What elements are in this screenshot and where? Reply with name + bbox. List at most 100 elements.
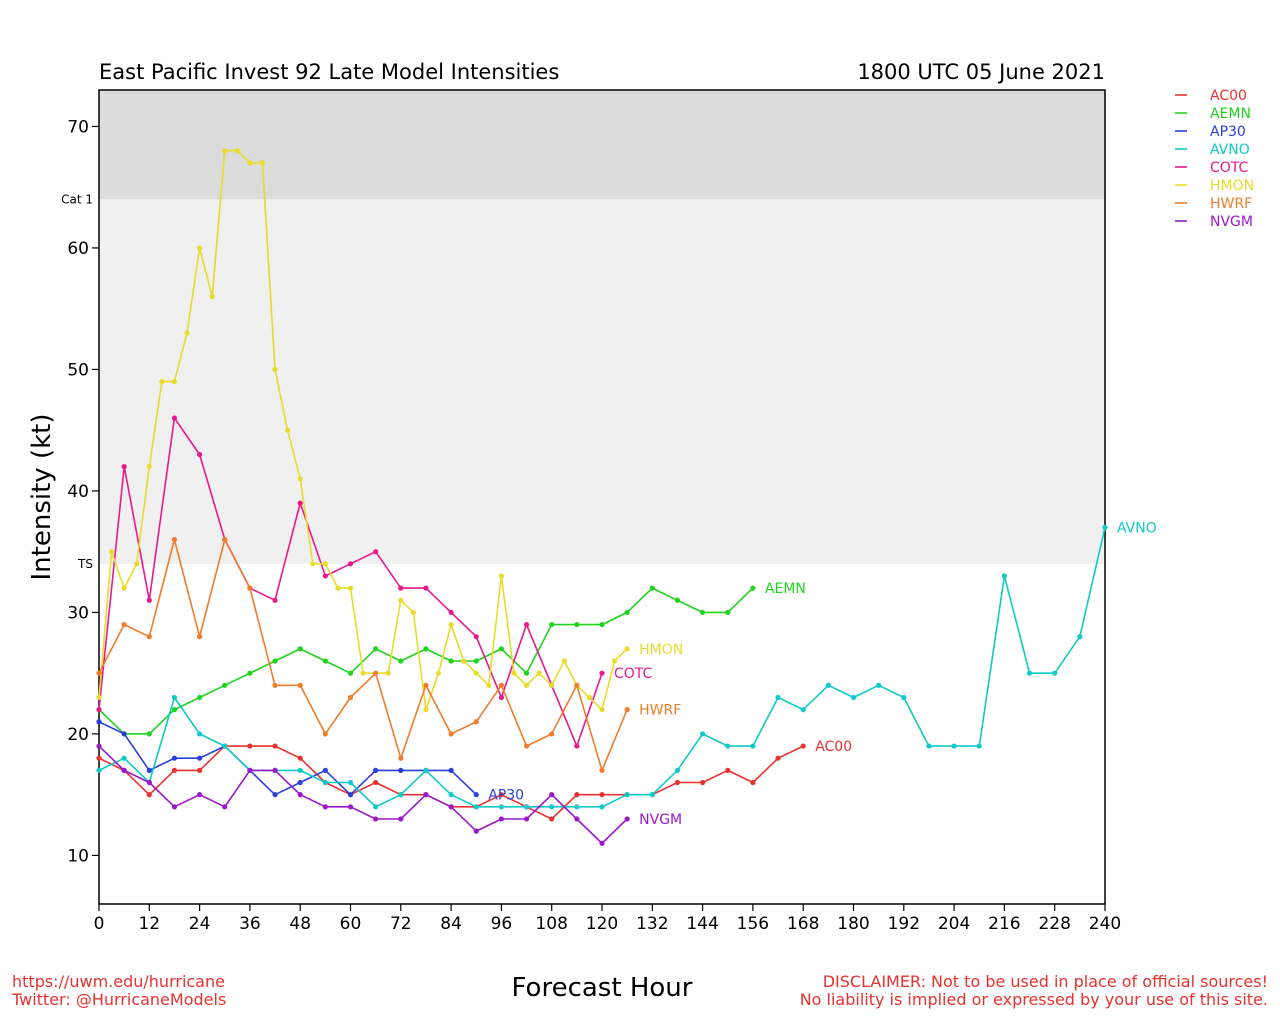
x-tick-label: 240 xyxy=(1089,914,1121,934)
data-point xyxy=(322,767,328,773)
data-point xyxy=(536,670,542,676)
x-tick-label: 156 xyxy=(737,914,769,934)
data-point xyxy=(272,792,278,798)
data-point xyxy=(197,245,203,251)
data-point xyxy=(574,816,580,822)
x-tick-label: 132 xyxy=(636,914,668,934)
data-point xyxy=(171,755,178,761)
data-point xyxy=(247,743,253,749)
data-point xyxy=(876,682,882,688)
data-point xyxy=(146,767,152,773)
data-point xyxy=(1102,524,1108,530)
data-point xyxy=(146,779,152,786)
data-point xyxy=(523,804,530,810)
data-point xyxy=(511,670,517,676)
data-point xyxy=(498,694,504,701)
data-point xyxy=(96,755,102,761)
data-point xyxy=(674,779,681,786)
data-point xyxy=(335,585,341,591)
data-point xyxy=(398,792,404,798)
data-point xyxy=(146,464,152,470)
data-point xyxy=(398,597,404,603)
data-point xyxy=(599,707,605,713)
data-point xyxy=(297,755,303,761)
x-tick-label: 180 xyxy=(837,914,869,934)
data-point xyxy=(347,585,354,591)
data-point xyxy=(398,816,404,822)
data-point xyxy=(197,634,203,640)
data-point xyxy=(171,378,178,385)
y-tick-label: 50 xyxy=(67,360,89,380)
data-point xyxy=(96,707,102,713)
data-point xyxy=(171,536,178,543)
data-point xyxy=(121,464,127,470)
data-point xyxy=(901,694,907,701)
series-aemn xyxy=(96,585,756,737)
data-point xyxy=(700,609,706,616)
data-point xyxy=(398,585,404,591)
series-end-label-ap30: AP30 xyxy=(488,788,524,804)
data-point xyxy=(800,707,806,713)
x-tick-label: 108 xyxy=(535,914,567,934)
data-point xyxy=(373,670,379,676)
data-point xyxy=(599,670,605,676)
y-tick-label: 40 xyxy=(67,482,89,502)
data-point xyxy=(272,658,278,664)
data-point xyxy=(322,561,328,567)
data-point xyxy=(624,609,630,616)
legend-entry-ap30: AP30 xyxy=(1210,124,1246,140)
data-point xyxy=(674,597,681,603)
x-tick-label: 216 xyxy=(988,914,1020,934)
data-point xyxy=(347,792,354,798)
data-point xyxy=(649,585,655,591)
data-point xyxy=(800,743,806,749)
y-tick-label: 30 xyxy=(67,603,89,623)
footer-disclaimer: DISCLAIMER: Not to be used in place of o… xyxy=(800,973,1268,1009)
series-ac00 xyxy=(96,743,806,822)
data-point xyxy=(360,670,366,676)
data-point xyxy=(473,804,479,810)
data-point xyxy=(486,682,492,688)
data-point xyxy=(523,682,530,688)
series-end-label-aemn: AEMN xyxy=(765,581,806,597)
series-lines xyxy=(96,148,1108,846)
data-point xyxy=(272,682,278,688)
series-line-hwrf xyxy=(98,538,628,772)
data-point xyxy=(159,378,165,385)
legend-entry-avno: AVNO xyxy=(1210,142,1250,158)
data-point xyxy=(498,646,504,652)
threshold-bands: TS Cat 1 xyxy=(61,90,1105,571)
data-point xyxy=(549,682,555,688)
legend-entry-hmon: HMON xyxy=(1210,178,1254,194)
legend-entry-cotc: COTC xyxy=(1210,160,1249,176)
data-point xyxy=(209,293,215,300)
x-tick-label: 168 xyxy=(787,914,819,934)
footer-twitter: Twitter: @HurricaneModels xyxy=(12,990,227,1009)
footer-url-link[interactable]: https://uwm.edu/hurricane xyxy=(12,972,225,991)
data-point xyxy=(423,585,429,591)
data-point xyxy=(322,658,328,664)
data-point xyxy=(574,743,580,749)
data-point xyxy=(1052,670,1058,676)
data-point xyxy=(549,792,555,798)
series-end-label-ac00: AC00 xyxy=(815,739,852,755)
data-point xyxy=(297,646,303,652)
series-ap30 xyxy=(96,719,479,798)
data-point xyxy=(649,792,655,798)
data-point xyxy=(624,707,630,713)
data-point xyxy=(435,670,442,676)
data-point xyxy=(171,694,178,701)
y-tick-label: 10 xyxy=(67,846,89,866)
x-tick-label: 84 xyxy=(440,914,462,934)
data-point xyxy=(725,743,731,749)
data-point xyxy=(599,767,605,773)
data-point xyxy=(498,682,504,688)
x-tick-label: 204 xyxy=(938,914,970,934)
x-axis-label: Forecast Hour xyxy=(512,973,693,1003)
y-axis-label: Intensity (kt) xyxy=(27,414,57,581)
data-point xyxy=(347,670,354,676)
series-nvgm xyxy=(96,743,630,846)
data-point xyxy=(1077,634,1083,640)
data-point xyxy=(423,682,429,688)
